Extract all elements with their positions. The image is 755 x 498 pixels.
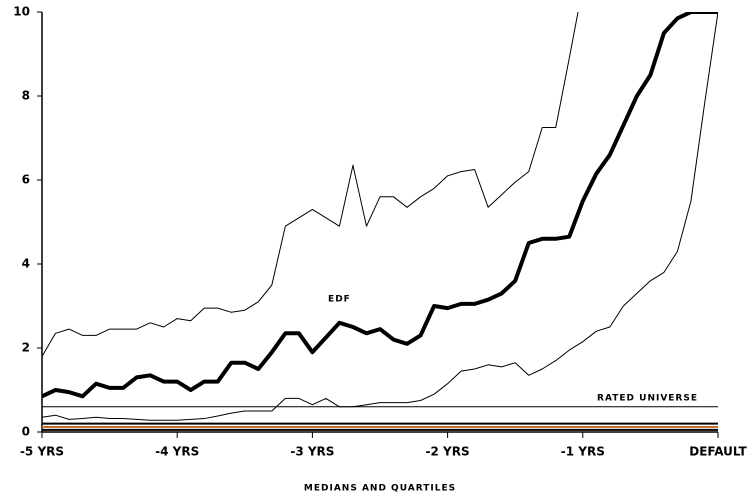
x-tick-label: -3 YRS <box>290 445 334 459</box>
x-tick-label: -4 YRS <box>155 445 199 459</box>
x-tick-label: DEFAULT <box>689 445 747 459</box>
y-tick-label: 8 <box>22 89 30 103</box>
x-axis-title: MEDIANS AND QUARTILES <box>304 484 456 494</box>
x-tick-label: -1 YRS <box>561 445 605 459</box>
y-tick-label: 2 <box>22 341 30 355</box>
series-label: RATED UNIVERSE <box>597 393 698 403</box>
series-label: EDF <box>328 294 351 304</box>
y-tick-label: 0 <box>22 425 30 439</box>
series-line <box>42 12 579 357</box>
y-tick-label: 6 <box>22 173 30 187</box>
series-line <box>42 12 718 399</box>
y-tick-label: 4 <box>22 257 30 271</box>
x-tick-label: -5 YRS <box>20 445 64 459</box>
x-tick-label: -2 YRS <box>426 445 470 459</box>
series-line <box>42 12 718 421</box>
y-tick-label: 10 <box>13 5 30 19</box>
